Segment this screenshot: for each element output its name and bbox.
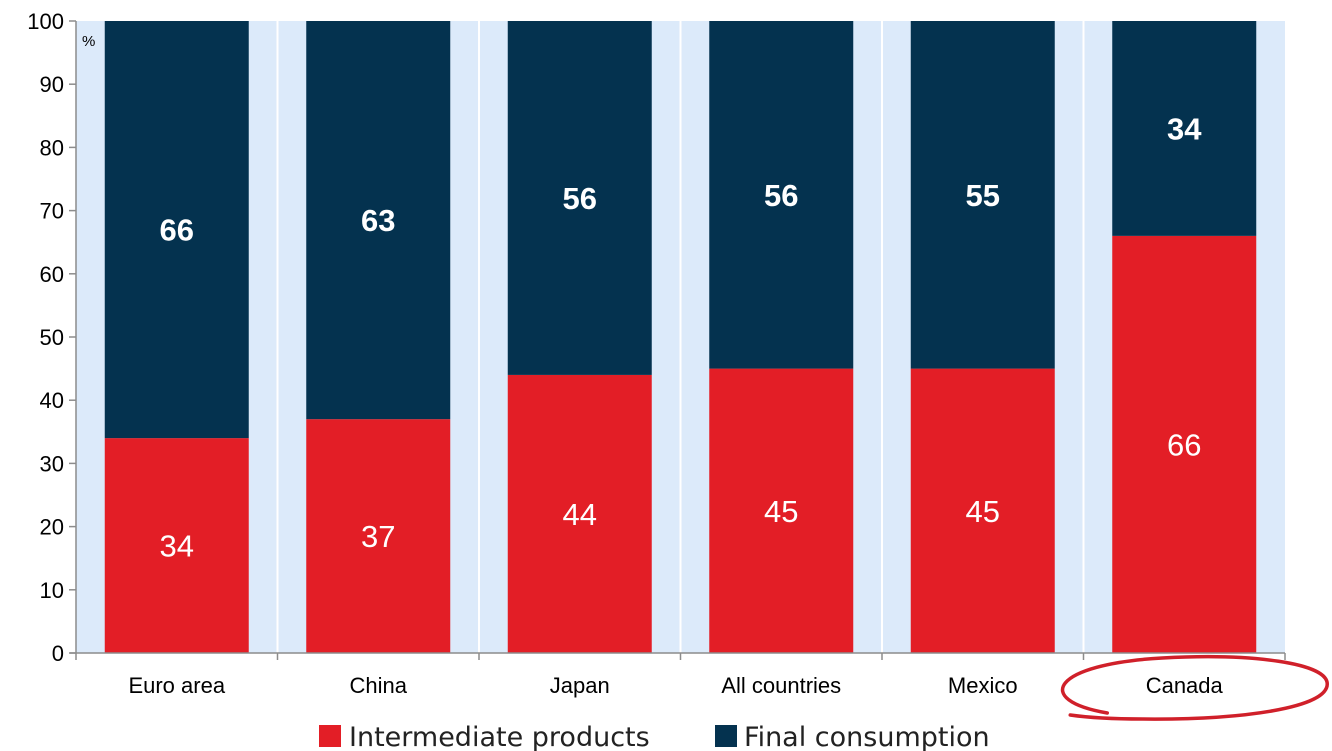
data-label-intermediate: 44 <box>563 497 597 532</box>
data-label-final: 56 <box>764 178 798 213</box>
y-tick-label: 100 <box>27 9 64 34</box>
unit-label: % <box>82 33 95 50</box>
legend-label: Final consumption <box>744 722 990 751</box>
axes-group: 0 10 20 30 40 50 60 70 80 90 100 Euro area China Japa… <box>27 9 1286 698</box>
bar-intermediate <box>1112 235 1257 653</box>
bar-final <box>104 21 249 439</box>
legend-swatch <box>319 725 341 747</box>
legend-label: Intermediate products <box>349 722 650 751</box>
bar-final <box>709 21 854 369</box>
highlight-group <box>1060 655 1330 721</box>
highlight-circle <box>1060 655 1330 721</box>
bar-intermediate <box>709 368 854 653</box>
data-label-intermediate: 45 <box>764 494 798 529</box>
data-label-final: 56 <box>563 181 597 216</box>
bar-final <box>910 21 1055 369</box>
data-label-intermediate: 37 <box>361 519 395 554</box>
bar-intermediate <box>104 438 249 653</box>
data-label-final: 63 <box>361 203 395 238</box>
legend-swatch <box>715 725 737 747</box>
x-category-label: All countries <box>721 673 841 698</box>
data-label-intermediate: 45 <box>966 494 1000 529</box>
y-tick-label: 90 <box>40 72 64 97</box>
x-category-label: Mexico <box>948 673 1018 698</box>
x-category-label: Euro area <box>128 673 225 698</box>
plot-background <box>76 21 1285 653</box>
x-category-label: China <box>350 673 408 698</box>
data-label-final: 34 <box>1167 111 1202 146</box>
x-category-label: Canada <box>1146 673 1224 698</box>
bar-final <box>1112 21 1257 236</box>
y-tick-label: 20 <box>40 515 64 540</box>
bar-final <box>507 21 652 375</box>
bar-final <box>306 21 451 420</box>
data-label-intermediate: 34 <box>160 529 194 564</box>
y-tick-label: 10 <box>40 578 64 603</box>
y-tick-label: 0 <box>52 641 64 666</box>
bar-intermediate <box>910 368 1055 653</box>
data-label-intermediate: 66 <box>1167 427 1201 462</box>
bar-intermediate <box>507 374 652 653</box>
data-labels-group: 34 66 37 63 44 56 45 56 45 55 66 34 <box>160 111 1203 563</box>
legend: Intermediate products Final consumption <box>319 722 990 751</box>
y-tick-label: 50 <box>40 325 64 350</box>
data-label-final: 66 <box>160 213 194 248</box>
data-label-final: 55 <box>966 178 1000 213</box>
y-tick-label: 80 <box>40 135 64 160</box>
x-category-label: Japan <box>550 673 610 698</box>
y-tick-label: 60 <box>40 262 64 287</box>
y-tick-label: 30 <box>40 451 64 476</box>
bar-intermediate <box>306 419 451 653</box>
y-tick-label: 40 <box>40 388 64 413</box>
y-tick-label: 70 <box>40 199 64 224</box>
bars-group <box>104 21 1257 653</box>
